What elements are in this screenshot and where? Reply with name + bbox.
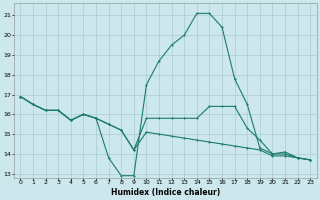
X-axis label: Humidex (Indice chaleur): Humidex (Indice chaleur) bbox=[111, 188, 220, 197]
